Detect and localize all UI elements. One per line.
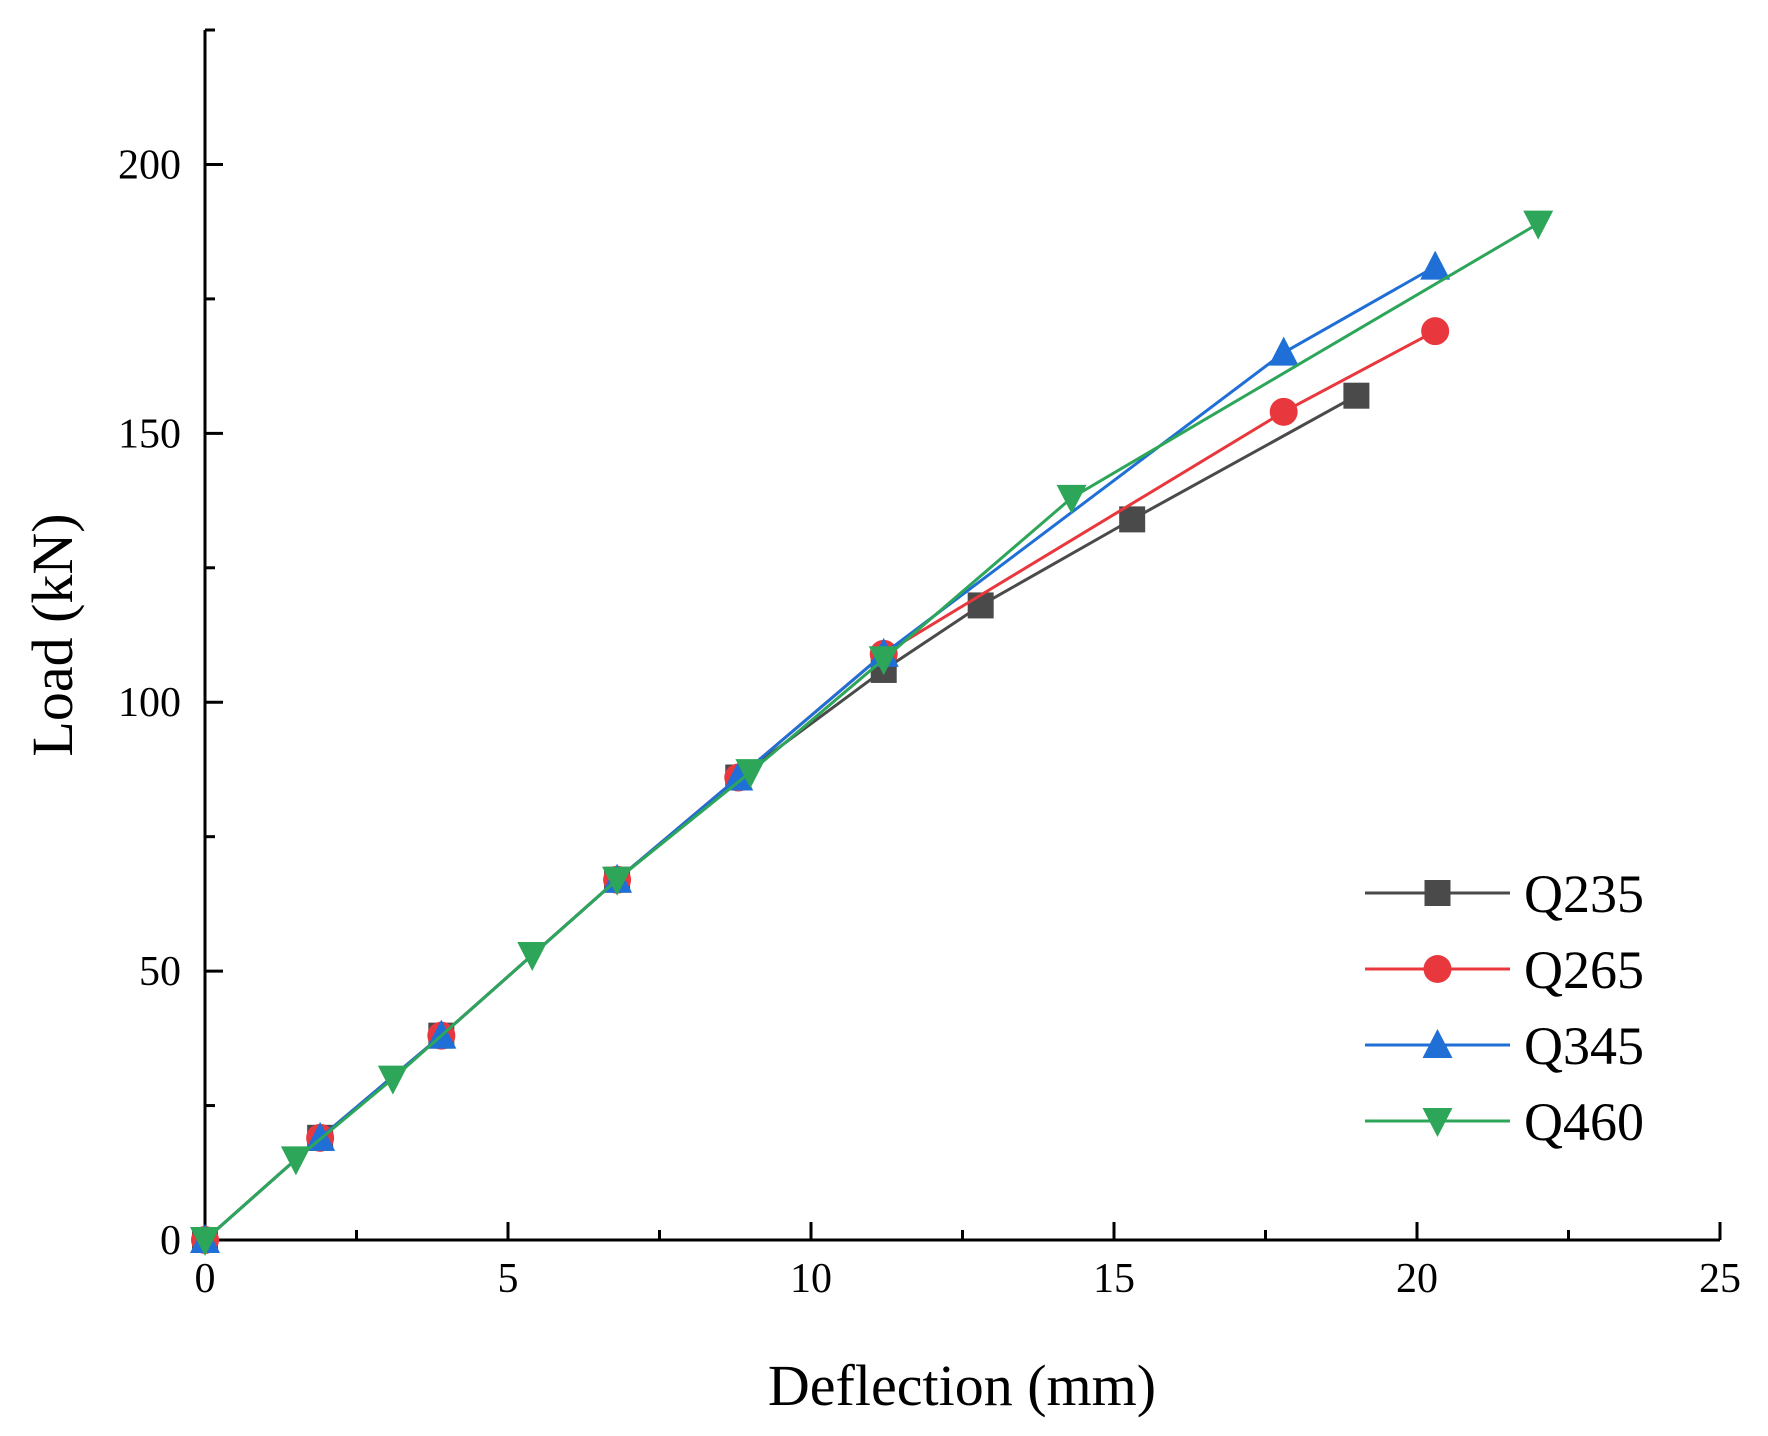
x-tick-label: 25	[1699, 1256, 1741, 1302]
x-tick-label: 15	[1093, 1256, 1135, 1302]
data-point-q460	[602, 866, 633, 896]
x-axis-title: Deflection (mm)	[768, 1353, 1156, 1418]
legend-label: Q265	[1524, 940, 1644, 1000]
data-point-q460	[517, 941, 548, 971]
data-point-q345	[1420, 250, 1451, 280]
y-tick-label: 200	[118, 142, 181, 188]
series-line-q460	[204, 222, 1539, 1242]
x-tick-label: 0	[195, 1256, 216, 1302]
data-point-q460	[1056, 484, 1087, 514]
legend-item-q345: Q345	[1365, 1016, 1644, 1076]
axes	[203, 30, 1720, 1242]
series-line-q345	[204, 265, 1436, 1242]
data-point-q460	[377, 1065, 408, 1095]
y-tick-label: 100	[118, 680, 181, 726]
data-point-q265	[1269, 397, 1298, 426]
legend-marker	[1424, 880, 1451, 906]
data-point-q460	[280, 1146, 311, 1176]
legend-marker	[1422, 1029, 1453, 1058]
ticks: 0 5 10 15 20 25 0 50 100 150 200	[118, 28, 1741, 1302]
y-tick-label: 150	[118, 411, 181, 457]
y-axis-title: Load (kN)	[20, 513, 85, 756]
legend-label: Q460	[1524, 1092, 1644, 1152]
x-tick-label: 5	[498, 1256, 519, 1302]
series-group	[190, 210, 1554, 1256]
series-q265	[191, 317, 1450, 1254]
series-q460	[190, 210, 1554, 1256]
legend-item-q265: Q265	[1365, 940, 1644, 1000]
x-tick-label: 10	[790, 1256, 832, 1302]
data-point-q460	[190, 1227, 220, 1256]
data-point-q345	[723, 761, 754, 791]
data-point-q460	[1523, 210, 1554, 240]
y-tick-label: 0	[160, 1218, 181, 1264]
legend-item-q460: Q460	[1365, 1092, 1644, 1152]
series-q345	[190, 250, 1451, 1253]
data-point-q345	[1268, 336, 1299, 366]
series-q235	[192, 382, 1370, 1253]
x-tick-label: 20	[1396, 1256, 1438, 1302]
series-line-q265	[204, 329, 1436, 1242]
data-point-q235	[1119, 506, 1146, 533]
series-line-q235	[204, 394, 1358, 1242]
data-point-q460	[868, 646, 899, 676]
legend-label: Q345	[1524, 1016, 1644, 1076]
data-point-q235	[1343, 382, 1370, 409]
legend-label: Q235	[1524, 864, 1644, 924]
y-tick-label: 50	[139, 949, 181, 995]
legend-item-q235: Q235	[1365, 864, 1644, 924]
legend: Q235 Q265 Q345 Q460	[1365, 864, 1644, 1152]
legend-marker	[1423, 955, 1452, 983]
data-point-q265	[1421, 317, 1450, 346]
legend-marker	[1422, 1108, 1453, 1137]
data-point-q460	[735, 759, 766, 789]
